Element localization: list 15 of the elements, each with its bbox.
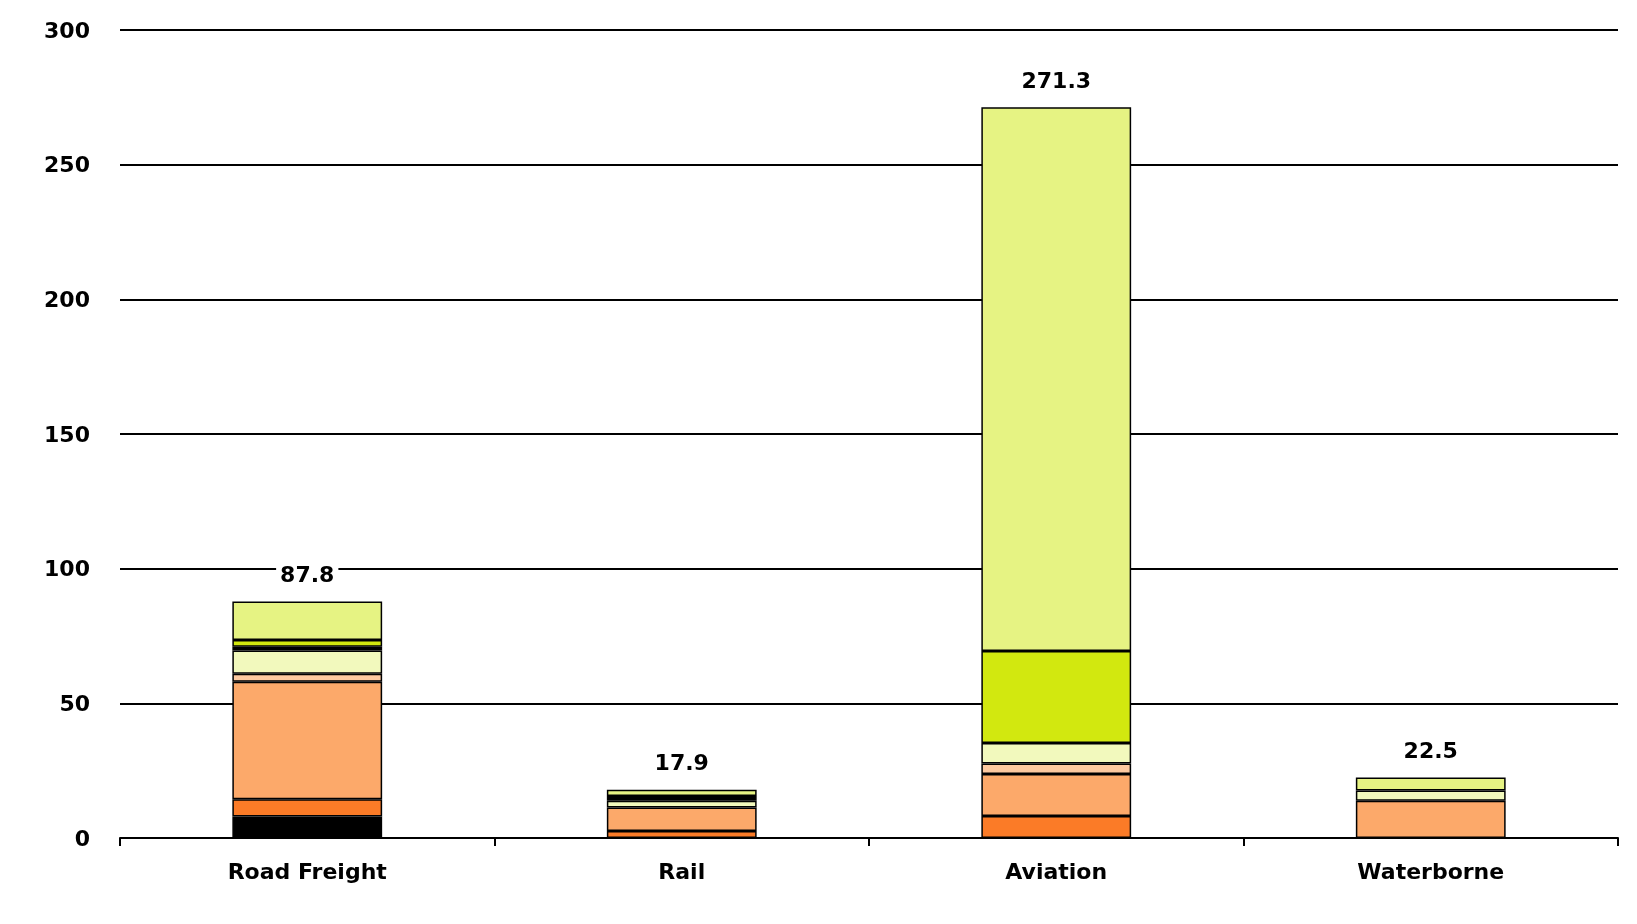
y-tick-label: 50: [59, 690, 90, 716]
x-tick-label: Aviation: [1005, 858, 1108, 884]
x-tick-label: Rail: [658, 858, 706, 884]
x-tick-label: Road Freight: [227, 858, 388, 884]
y-tick-label: 250: [44, 152, 90, 178]
y-tick-label: 150: [44, 421, 90, 447]
y-tick-label: 200: [44, 286, 90, 312]
total-label: 22.5: [1403, 737, 1458, 763]
y-tick-label: 0: [74, 825, 90, 851]
y-tick-label: 100: [44, 556, 90, 582]
x-tick-label: Waterborne: [1357, 858, 1505, 884]
total-label: 17.9: [654, 750, 709, 776]
total-label: 87.8: [280, 562, 335, 588]
total-label: 271.3: [1021, 67, 1092, 93]
y-tick-label: 300: [44, 17, 90, 43]
